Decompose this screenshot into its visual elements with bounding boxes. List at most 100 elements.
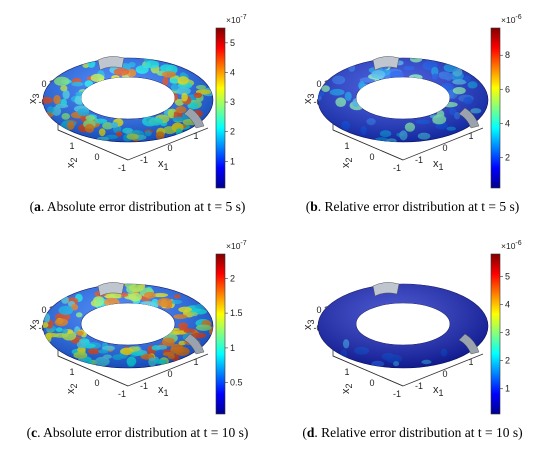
x3-tick-label: 0.2 [41, 79, 54, 89]
torus-surface [317, 282, 489, 369]
x1-tick-label: -1 [415, 381, 423, 391]
x1-tick-label: -1 [415, 155, 423, 165]
caption-text: . Relative error distribution at t = 5 s [317, 199, 515, 214]
x1-tick-label: -1 [140, 381, 148, 391]
x2-axis-label: x2 [65, 383, 79, 394]
colorbar-multiplier: ×10-7 [226, 240, 247, 251]
colorbar-tick-label: 0.5 [230, 378, 243, 388]
x1-tick-label: 0 [167, 369, 172, 379]
colorbar-tick-label: 1 [505, 384, 510, 394]
cut-face [97, 282, 125, 297]
colorbar-tick-label: 2 [505, 356, 510, 366]
cut-face [372, 56, 400, 71]
caption-label: b [310, 199, 318, 214]
colorbar-gradient [215, 253, 226, 415]
colorbar-tick-label: 4 [505, 118, 510, 128]
x3-axis-label: x3 [302, 93, 316, 104]
cut-face [372, 282, 400, 297]
x2-axis-line [332, 355, 404, 387]
x2-tick-label: 1 [344, 141, 349, 151]
x1-tick-label: 1 [193, 131, 198, 141]
caption-label: c [31, 425, 38, 440]
colorbar-tick-label: 5 [505, 271, 510, 281]
torus-shading [318, 284, 488, 368]
x2-axis-label: x2 [65, 157, 79, 168]
colorbar: 5 4 3 2 1 ×10-7 [215, 14, 247, 189]
caption-label: a [34, 199, 41, 214]
colorbar-tick-label: 2 [505, 152, 510, 162]
x1-tick-label: 0 [442, 143, 447, 153]
colorbar-tick-label: 5 [230, 38, 235, 48]
caption-b: (b. Relative error distribution at t = 5… [305, 199, 520, 214]
cut-face [183, 107, 205, 129]
x2-tick-label: -1 [118, 163, 126, 173]
x3-axis-label: x3 [27, 93, 41, 104]
x2-tick-label: 1 [69, 141, 74, 151]
colorbar-tick-label: 1 [230, 156, 235, 166]
torus-shading [318, 58, 488, 142]
x3-tick-label: 0.2 [41, 305, 54, 315]
x2-axis-label: x2 [340, 157, 354, 168]
x1-axis-label: x1 [433, 158, 444, 172]
x2-tick-label: 0 [94, 152, 99, 162]
x2-tick-label: 1 [69, 367, 74, 377]
x1-axis-label: x1 [433, 384, 444, 398]
caption-label: d [306, 425, 315, 440]
x2-axis-line [332, 129, 404, 161]
caption-text: . Relative error distribution at t = 10 … [314, 425, 519, 440]
caption-a: (a. Absolute error distribution at t = 5… [29, 199, 246, 214]
torus-surface [42, 282, 214, 369]
x1-tick-label: 0 [442, 369, 447, 379]
x2-tick-label: 0 [369, 152, 374, 162]
x3-tick-label: 0.2 [316, 79, 329, 89]
caption-text: . Absolute error distribution at t = 5 s [40, 199, 241, 214]
x1-tick-label: 1 [193, 357, 198, 367]
colorbar-tick-label: 8 [505, 50, 510, 60]
caption-d: (d. Relative error distribution at t = 1… [302, 425, 523, 440]
x3-tick-label: 0.2 [316, 305, 329, 315]
colorbar-gradient [490, 27, 501, 189]
caption-c: (c. Absolute error distribution at t = 1… [26, 425, 249, 440]
colorbar-tick-label: 4 [230, 67, 235, 77]
x2-tick-label: -1 [118, 389, 126, 399]
torus-shading [43, 58, 213, 142]
x2-tick-label: -1 [393, 163, 401, 173]
caption-text: . Absolute error distribution at t = 10 … [37, 425, 244, 440]
x1-tick-label: -1 [140, 155, 148, 165]
colorbar: 8 6 4 2 ×10-6 [490, 14, 522, 189]
colorbar-tick-label: 2 [230, 273, 235, 283]
x1-axis-label: x1 [158, 158, 169, 172]
colorbar-tick-label: 3 [505, 328, 510, 338]
x1-axis-label: x1 [158, 384, 169, 398]
colorbar-tick-label: 3 [230, 97, 235, 107]
x3-axis-label: x3 [302, 319, 316, 330]
x2-tick-label: -1 [393, 389, 401, 399]
colorbar-gradient [215, 27, 226, 189]
colorbar: 5 4 3 2 1 ×10-6 [490, 240, 522, 415]
x2-axis-label: x2 [340, 383, 354, 394]
x1-tick-label: 0 [167, 143, 172, 153]
torus-surface [42, 56, 214, 143]
colorbar-multiplier: ×10-6 [501, 14, 522, 25]
cut-face [458, 107, 480, 129]
x2-axis-line [57, 129, 129, 161]
colorbar-multiplier: ×10-6 [501, 240, 522, 251]
x2-tick-label: 1 [344, 367, 349, 377]
x1-tick-label: 1 [468, 131, 473, 141]
x3-axis-label: x3 [27, 319, 41, 330]
colorbar-tick-label: 1 [230, 343, 235, 353]
torus-surface [317, 56, 489, 143]
colorbar-tick-label: 6 [505, 84, 510, 94]
torus-shading [43, 284, 213, 368]
x1-tick-label: 1 [468, 357, 473, 367]
cut-face [97, 56, 125, 71]
x2-tick-label: 0 [369, 378, 374, 388]
cut-face [458, 333, 480, 355]
colorbar-multiplier: ×10-7 [226, 14, 247, 25]
